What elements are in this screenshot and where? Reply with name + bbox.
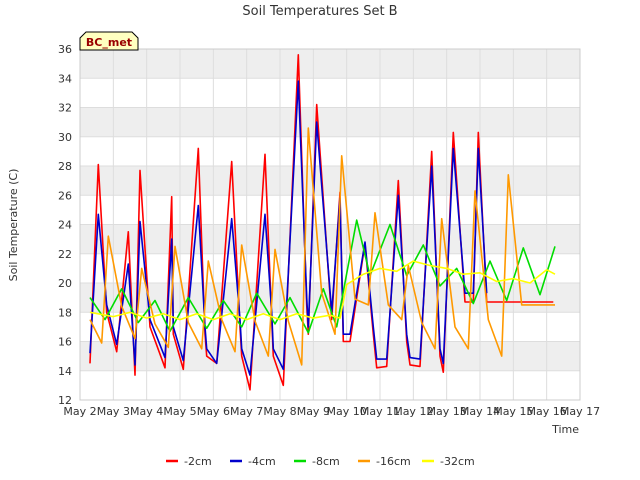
x-tick-label: May 8 xyxy=(263,405,296,418)
series-lines xyxy=(89,53,556,391)
y-tick-label: 30 xyxy=(58,131,72,144)
y-tick-label: 24 xyxy=(58,219,72,232)
series-line-minus-4cm xyxy=(89,80,488,376)
plot-band xyxy=(80,224,580,254)
series-line-minus-32cm xyxy=(89,260,556,321)
y-tick-label: 20 xyxy=(58,277,72,290)
x-tick-label: May 17 xyxy=(560,405,600,418)
x-tick-label: May 15 xyxy=(493,405,533,418)
y-tick-label: 22 xyxy=(58,248,72,261)
y-tick-label: 32 xyxy=(58,102,72,115)
chart-title: Soil Temperatures Set B xyxy=(242,4,397,19)
x-tick-label: May 5 xyxy=(163,405,196,418)
x-tick-label: May 16 xyxy=(527,405,567,418)
y-tick-label: 36 xyxy=(58,43,72,56)
x-tick-label: May 3 xyxy=(97,405,130,418)
x-tick-label: May 2 xyxy=(63,405,96,418)
x-tick-label: May 10 xyxy=(327,405,367,418)
series-line-minus-8cm xyxy=(89,219,556,334)
site-label-box: BC_met xyxy=(79,31,139,51)
plot-band xyxy=(80,107,580,137)
plot-band xyxy=(80,166,580,196)
x-tick-label: May 12 xyxy=(393,405,433,418)
x-tick-label: May 11 xyxy=(360,405,400,418)
x-tick-labels: May 2 May 3 May 4 May 5 May 6 May 7 May 8 May 9… xyxy=(63,405,600,418)
series-line-minus-16cm xyxy=(89,127,555,366)
x-tick-label: May 13 xyxy=(427,405,467,418)
y-tick-label: 28 xyxy=(58,160,72,173)
x-tick-label: May 6 xyxy=(197,405,230,418)
plot-band xyxy=(80,49,580,79)
x-axis-label: Time xyxy=(551,423,579,436)
y-tick-label: 14 xyxy=(58,365,72,378)
y-tick-label: 16 xyxy=(58,336,72,349)
y-tick-labels: 12 14 16 18 20 22 24 26 28 30 32 34 36 xyxy=(58,43,72,407)
x-tick-label: May 7 xyxy=(230,405,263,418)
x-tick-label: May 14 xyxy=(460,405,500,418)
y-axis-label: Soil Temperature (C) xyxy=(7,169,20,282)
plot-band xyxy=(80,341,580,371)
x-tick-label: May 9 xyxy=(297,405,330,418)
legend-label: -32cm xyxy=(440,455,475,468)
plot-border xyxy=(79,48,581,401)
site-label: BC_met xyxy=(86,36,132,49)
legend-label: -16cm xyxy=(376,455,411,468)
legend-label: -4cm xyxy=(248,455,276,468)
x-tick-label: May 4 xyxy=(130,405,163,418)
gridlines xyxy=(79,48,581,401)
y-tick-label: 12 xyxy=(58,394,72,407)
y-tick-label: 26 xyxy=(58,189,72,202)
legend: -2cm -4cm -8cm -16cm -32cm xyxy=(166,455,475,468)
y-tick-label: 18 xyxy=(58,306,72,319)
legend-label: -8cm xyxy=(312,455,340,468)
y-tick-label: 34 xyxy=(58,72,72,85)
legend-label: -2cm xyxy=(184,455,212,468)
